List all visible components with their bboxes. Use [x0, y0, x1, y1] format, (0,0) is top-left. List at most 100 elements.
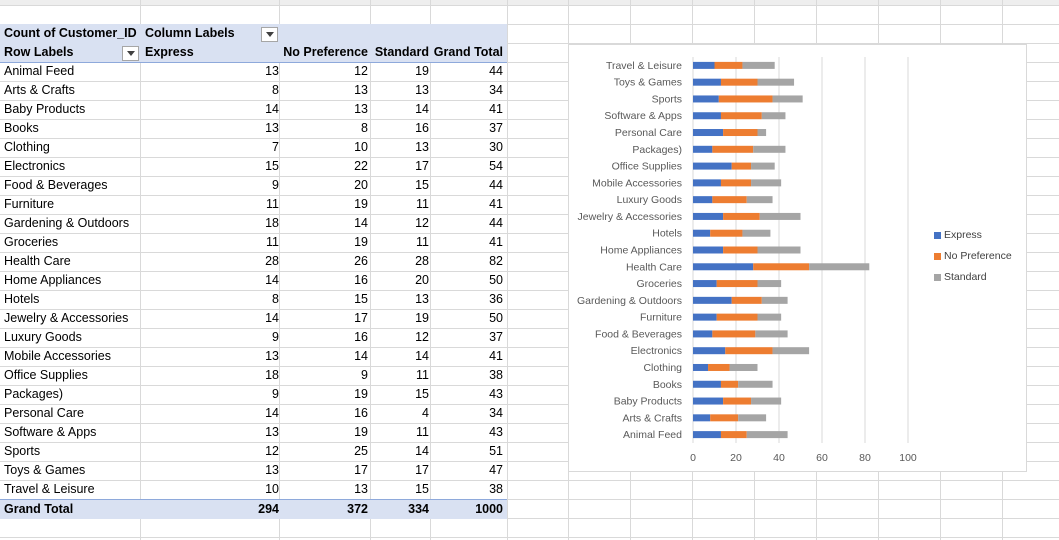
- category-label: Hotels: [652, 228, 682, 240]
- row-labels-filter-button[interactable]: [122, 46, 139, 61]
- pivot-row[interactable]: Luxury Goods 9 16 12 37: [0, 328, 507, 347]
- bar-no-preference: [708, 363, 730, 371]
- row-gridline: [0, 328, 1059, 329]
- express-value: 13: [265, 121, 279, 135]
- pivot-row[interactable]: Sports 12 25 14 51: [0, 442, 507, 461]
- standard-column-header[interactable]: Standard: [374, 45, 429, 59]
- chart-plot: 0 20 40 60 80 100 Animal Feed Arts & Crafts Baby…: [577, 57, 917, 464]
- category-label: Gardening & Outdoors: [577, 295, 682, 307]
- column-gridline: [279, 0, 280, 540]
- grand-total-row[interactable]: Grand Total 294 372 334 1000: [0, 499, 507, 519]
- pivot-row[interactable]: Animal Feed 13 12 19 44: [0, 62, 507, 81]
- row-labels-header[interactable]: Row Labels: [4, 45, 74, 59]
- express-value: 18: [265, 368, 279, 382]
- bar-no-preference: [710, 414, 739, 422]
- pivot-row[interactable]: Books 13 8 16 37: [0, 119, 507, 138]
- pivot-row[interactable]: Office Supplies 18 9 11 38: [0, 366, 507, 385]
- bar-standard: [761, 296, 788, 304]
- pivot-row[interactable]: Software & Apps 13 19 11 43: [0, 423, 507, 442]
- category-label: Personal Care: [615, 127, 682, 139]
- row-gridline: [0, 518, 1059, 519]
- bar-express: [693, 162, 732, 170]
- row-gridline: [0, 271, 1059, 272]
- grand-total-no-preference: 372: [347, 502, 368, 516]
- row-gridline: [0, 5, 1059, 6]
- row-label: Food & Beverages: [4, 178, 108, 192]
- column-labels-header[interactable]: Column Labels: [145, 26, 235, 40]
- pivot-row[interactable]: Jewelry & Accessories 14 17 19 50: [0, 309, 507, 328]
- bar-no-preference: [712, 196, 747, 204]
- standard-value: 17: [415, 159, 429, 173]
- bar-no-preference: [712, 145, 754, 153]
- category-label: Travel & Leisure: [606, 60, 682, 72]
- pivot-header-row-1: Count of Customer_ID Column Labels: [0, 24, 507, 43]
- pivot-row[interactable]: Home Appliances 14 16 20 50: [0, 271, 507, 290]
- bar-express: [693, 112, 721, 120]
- no-preference-value: 22: [354, 159, 368, 173]
- legend-item-express[interactable]: Express: [934, 229, 1012, 250]
- express-value: 7: [272, 140, 279, 154]
- bar-no-preference: [753, 263, 810, 271]
- express-value: 15: [265, 159, 279, 173]
- bar-express: [693, 246, 724, 254]
- pivot-row[interactable]: Toys & Games 13 17 17 47: [0, 461, 507, 480]
- category-label: Food & Beverages: [595, 328, 682, 340]
- bar-standard: [772, 95, 803, 103]
- standard-value: 20: [415, 273, 429, 287]
- pivot-row[interactable]: Mobile Accessories 13 14 14 41: [0, 347, 507, 366]
- x-tick-label: 60: [816, 452, 828, 464]
- no-preference-column-header[interactable]: No Preference: [283, 45, 368, 59]
- no-preference-value: 19: [354, 425, 368, 439]
- pivot-row[interactable]: Health Care 28 26 28 82: [0, 252, 507, 271]
- row-total-value: 41: [489, 102, 503, 116]
- pivot-row[interactable]: Travel & Leisure 10 13 15 38: [0, 480, 507, 499]
- express-column-header[interactable]: Express: [145, 45, 194, 59]
- standard-value: 15: [415, 387, 429, 401]
- count-field-label[interactable]: Count of Customer_ID: [4, 26, 137, 40]
- chart-legend[interactable]: Express No Preference Standard: [934, 229, 1012, 292]
- bar-express: [693, 229, 711, 237]
- standard-value: 14: [415, 349, 429, 363]
- bar-express: [693, 330, 713, 338]
- pivot-row[interactable]: Hotels 8 15 13 36: [0, 290, 507, 309]
- bar-standard: [738, 380, 773, 388]
- pivot-row[interactable]: Gardening & Outdoors 18 14 12 44: [0, 214, 507, 233]
- no-preference-value: 20: [354, 178, 368, 192]
- row-total-value: 54: [489, 159, 503, 173]
- category-label: Software & Apps: [604, 110, 682, 122]
- stacked-bar-chart[interactable]: 0 20 40 60 80 100 Animal Feed Arts & Crafts Baby…: [568, 44, 1027, 472]
- no-preference-value: 26: [354, 254, 368, 268]
- pivot-row[interactable]: Clothing 7 10 13 30: [0, 138, 507, 157]
- row-total-value: 50: [489, 311, 503, 325]
- grand-total-column-header[interactable]: Grand Total: [433, 45, 503, 59]
- standard-value: 19: [415, 64, 429, 78]
- row-gridline: [0, 138, 1059, 139]
- legend-item-no-preference[interactable]: No Preference: [934, 250, 1012, 271]
- row-gridline: [0, 442, 1059, 443]
- pivot-row[interactable]: Baby Products 14 13 14 41: [0, 100, 507, 119]
- pivot-row[interactable]: Furniture 11 19 11 41: [0, 195, 507, 214]
- express-value: 9: [272, 330, 279, 344]
- row-total-value: 34: [489, 83, 503, 97]
- standard-value: 15: [415, 178, 429, 192]
- pivot-row[interactable]: Arts & Crafts 8 13 13 34: [0, 81, 507, 100]
- pivot-row[interactable]: Packages) 9 19 15 43: [0, 385, 507, 404]
- category-label: Toys & Games: [614, 77, 682, 89]
- bar-express: [693, 61, 715, 69]
- row-gridline: [0, 100, 1059, 101]
- column-labels-filter-button[interactable]: [261, 27, 278, 42]
- no-preference-value: 17: [354, 463, 368, 477]
- row-gridline: [0, 404, 1059, 405]
- pivot-row[interactable]: Food & Beverages 9 20 15 44: [0, 176, 507, 195]
- pivot-row[interactable]: Groceries 11 19 11 41: [0, 233, 507, 252]
- no-preference-value: 16: [354, 273, 368, 287]
- pivot-row[interactable]: Electronics 15 22 17 54: [0, 157, 507, 176]
- standard-value: 4: [422, 406, 429, 420]
- legend-item-standard[interactable]: Standard: [934, 271, 1012, 292]
- row-total-value: 50: [489, 273, 503, 287]
- bar-standard: [809, 263, 870, 271]
- no-preference-value: 14: [354, 349, 368, 363]
- bar-no-preference: [720, 112, 762, 120]
- pivot-row[interactable]: Personal Care 14 16 4 34: [0, 404, 507, 423]
